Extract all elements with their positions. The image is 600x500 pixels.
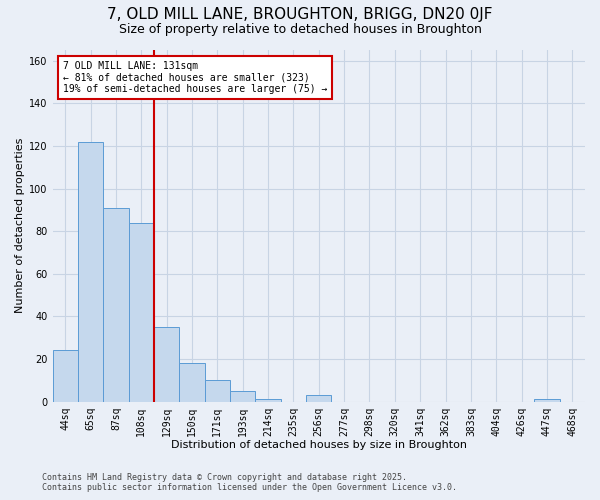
Bar: [103, 208, 128, 402]
Bar: [534, 400, 560, 402]
Bar: [205, 380, 230, 402]
Bar: [179, 363, 205, 402]
Bar: [154, 327, 179, 402]
Text: Size of property relative to detached houses in Broughton: Size of property relative to detached ho…: [119, 22, 481, 36]
Bar: [306, 395, 331, 402]
X-axis label: Distribution of detached houses by size in Broughton: Distribution of detached houses by size …: [171, 440, 467, 450]
Text: 7, OLD MILL LANE, BROUGHTON, BRIGG, DN20 0JF: 7, OLD MILL LANE, BROUGHTON, BRIGG, DN20…: [107, 8, 493, 22]
Bar: [78, 142, 103, 402]
Bar: [128, 222, 154, 402]
Y-axis label: Number of detached properties: Number of detached properties: [15, 138, 25, 314]
Bar: [256, 400, 281, 402]
Text: 7 OLD MILL LANE: 131sqm
← 81% of detached houses are smaller (323)
19% of semi-d: 7 OLD MILL LANE: 131sqm ← 81% of detache…: [63, 60, 328, 94]
Bar: [53, 350, 78, 402]
Text: Contains HM Land Registry data © Crown copyright and database right 2025.
Contai: Contains HM Land Registry data © Crown c…: [42, 473, 457, 492]
Bar: [230, 391, 256, 402]
